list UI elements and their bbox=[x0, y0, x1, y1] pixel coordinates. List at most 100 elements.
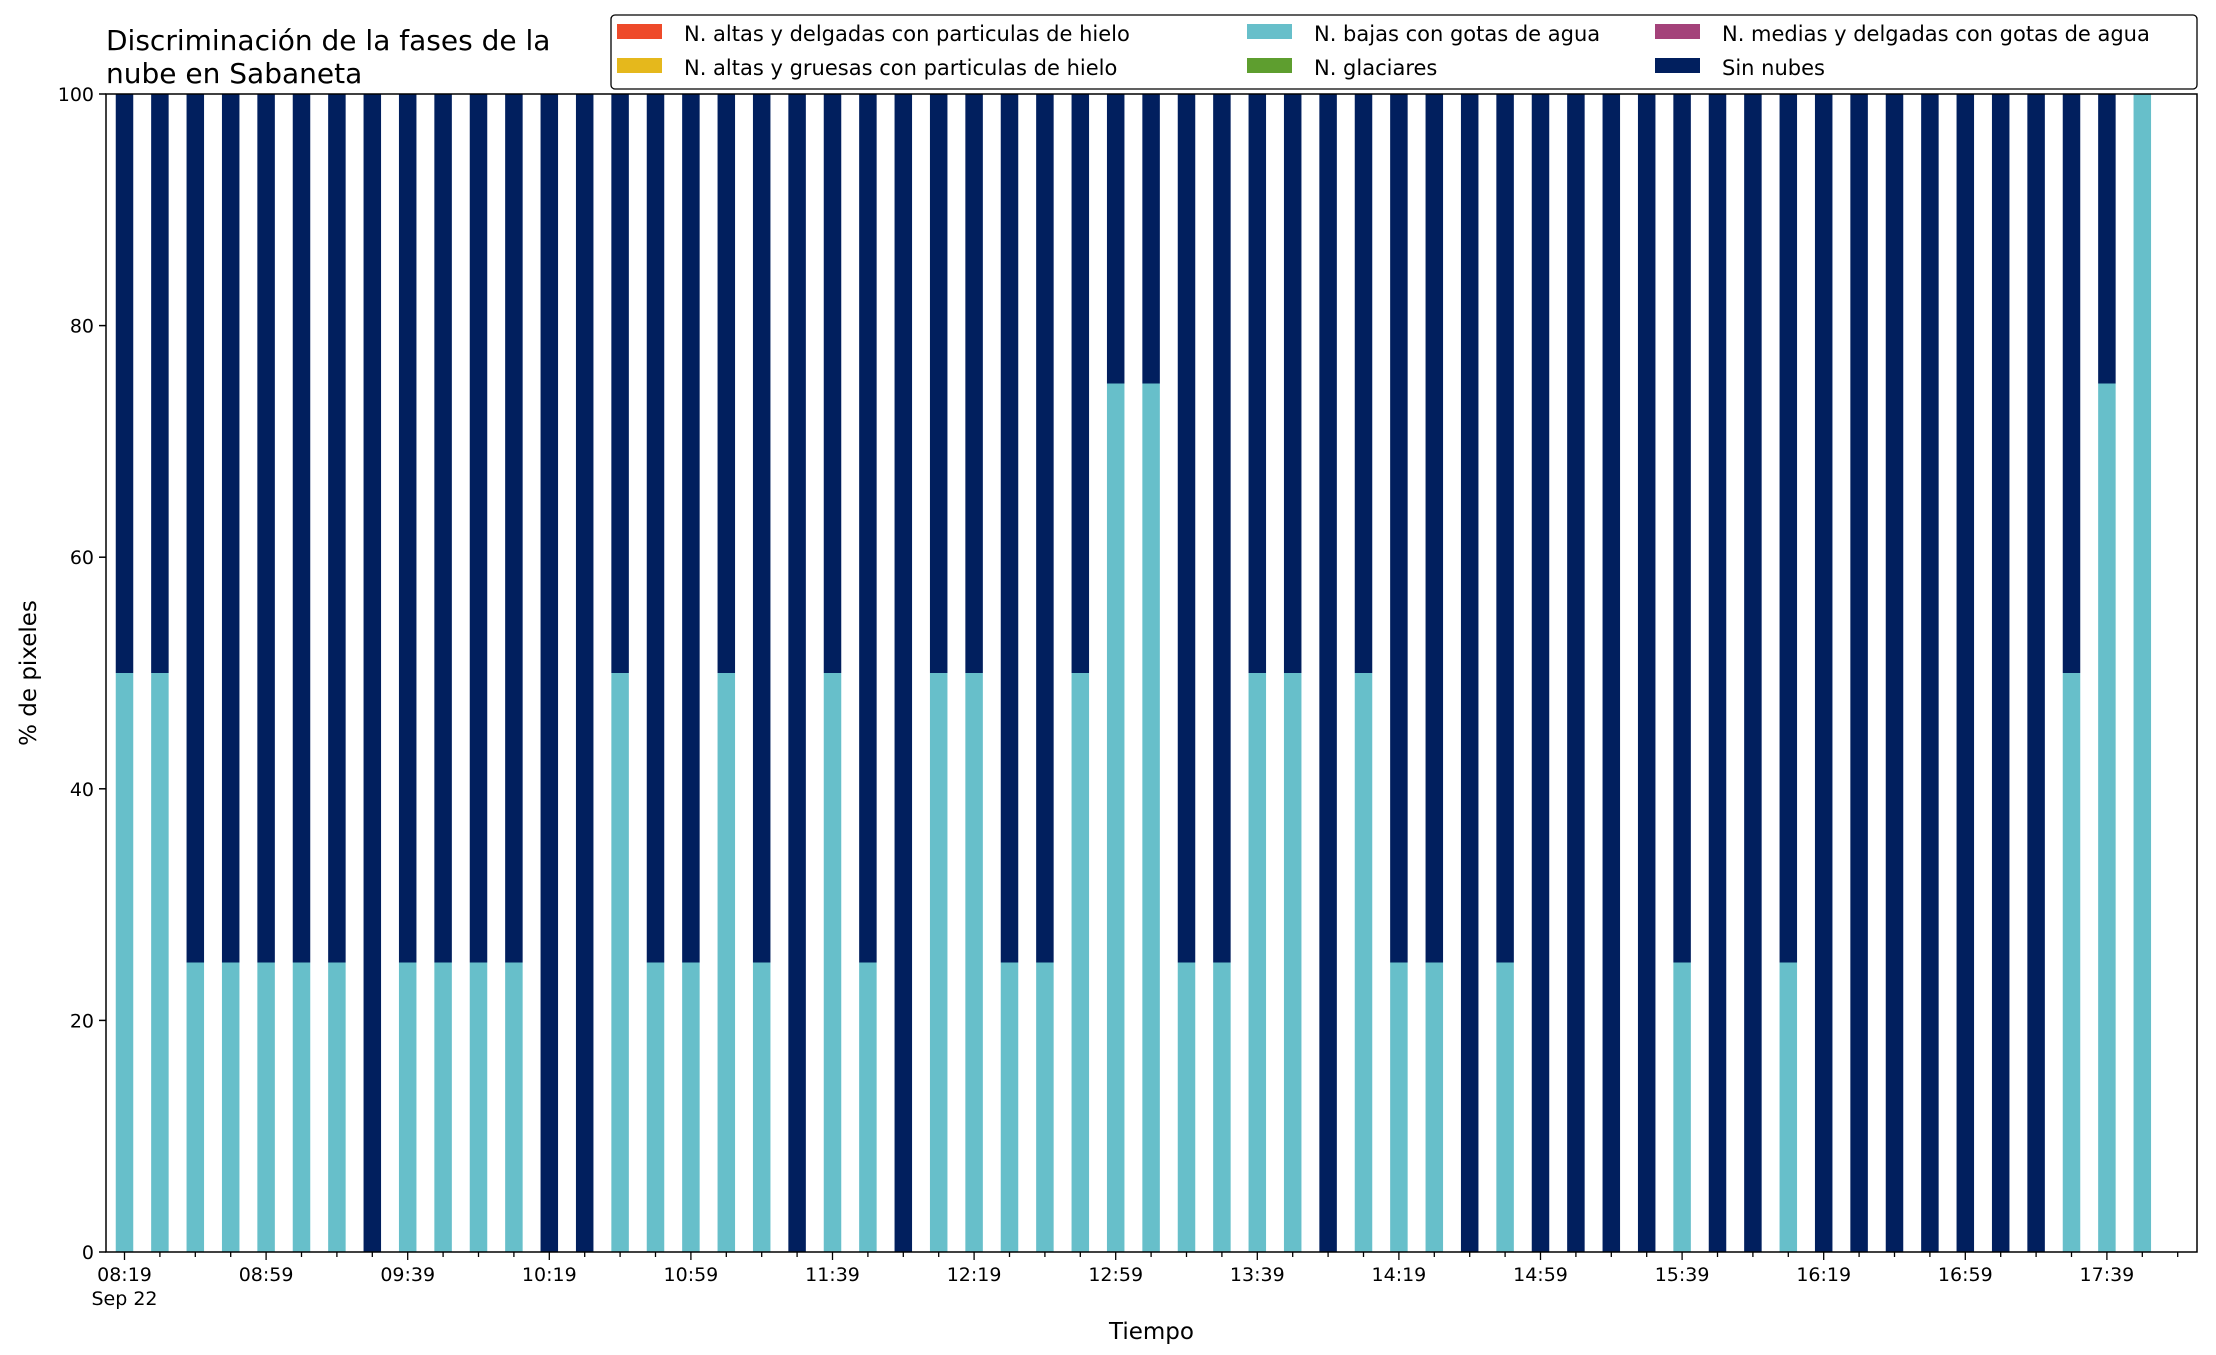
x-tick-label-9: 14:19 bbox=[1372, 1264, 1427, 1286]
bar-51-series-5 bbox=[1921, 94, 1939, 1252]
bar-9-series-5 bbox=[434, 94, 452, 963]
bar-18-series-2 bbox=[752, 962, 771, 1252]
bar-49-series-5 bbox=[1850, 94, 1868, 1252]
bar-42-series-5 bbox=[1602, 94, 1621, 1252]
legend-swatch-5 bbox=[1655, 58, 1700, 73]
bar-11-series-2 bbox=[505, 962, 523, 1252]
legend-swatch-4 bbox=[1655, 24, 1700, 39]
bar-38-series-5 bbox=[1460, 94, 1479, 1252]
bar-39-series-5 bbox=[1496, 94, 1514, 963]
x-tick-sublabel: Sep 22 bbox=[91, 1288, 157, 1310]
bar-45-series-5 bbox=[1708, 94, 1727, 1252]
bar-3-series-5 bbox=[221, 94, 240, 963]
bar-21-series-5 bbox=[859, 94, 877, 963]
x-tick-label-14: 17:39 bbox=[2080, 1264, 2135, 1286]
bar-15-series-5 bbox=[646, 94, 665, 963]
bars-layer bbox=[115, 94, 2152, 1252]
bar-53-series-5 bbox=[1991, 94, 2010, 1252]
y-tick-label-1: 20 bbox=[70, 1010, 94, 1032]
bar-54-series-5 bbox=[2027, 94, 2045, 1252]
bar-24-series-2 bbox=[965, 673, 983, 1252]
bar-50-series-5 bbox=[1885, 94, 1904, 1252]
x-tick-label-12: 16:19 bbox=[1796, 1264, 1851, 1286]
bar-43-series-5 bbox=[1637, 94, 1656, 1252]
bar-37-series-2 bbox=[1425, 962, 1444, 1252]
bar-36-series-2 bbox=[1390, 962, 1408, 1252]
bar-13-series-5 bbox=[575, 94, 594, 1252]
bar-47-series-5 bbox=[1779, 94, 1798, 963]
legend-label-0: N. altas y delgadas con particulas de hi… bbox=[684, 22, 1130, 46]
bar-11-series-5 bbox=[505, 94, 523, 963]
bar-23-series-5 bbox=[929, 94, 948, 673]
bar-30-series-2 bbox=[1177, 962, 1196, 1252]
x-tick-label-3: 10:19 bbox=[522, 1264, 577, 1286]
bar-2-series-5 bbox=[186, 94, 205, 963]
legend-swatch-1 bbox=[617, 58, 662, 73]
bar-17-series-5 bbox=[717, 94, 736, 673]
bar-4-series-5 bbox=[257, 94, 275, 963]
bar-14-series-2 bbox=[611, 673, 629, 1252]
bar-34-series-5 bbox=[1319, 94, 1337, 1252]
bar-44-series-5 bbox=[1673, 94, 1691, 963]
bar-28-series-2 bbox=[1106, 383, 1125, 1252]
x-tick-label-5: 11:39 bbox=[805, 1264, 860, 1286]
legend-box bbox=[610, 14, 2198, 90]
bar-23-series-2 bbox=[929, 673, 948, 1252]
bar-10-series-2 bbox=[469, 962, 488, 1252]
bar-0-series-2 bbox=[115, 673, 134, 1252]
bar-30-series-5 bbox=[1177, 94, 1196, 963]
y-tick-label-5: 100 bbox=[58, 84, 94, 106]
bar-27-series-2 bbox=[1071, 673, 1090, 1252]
bar-21-series-2 bbox=[859, 962, 877, 1252]
bar-20-series-5 bbox=[823, 94, 842, 673]
bar-44-series-2 bbox=[1673, 962, 1691, 1252]
bar-14-series-5 bbox=[611, 94, 629, 673]
bar-6-series-2 bbox=[328, 962, 346, 1252]
bar-12-series-5 bbox=[540, 94, 559, 1252]
bar-9-series-2 bbox=[434, 962, 452, 1252]
x-tick-label-1: 08:59 bbox=[239, 1264, 294, 1286]
bar-56-series-2 bbox=[2098, 383, 2116, 1252]
bar-6-series-5 bbox=[328, 94, 346, 963]
bar-2-series-2 bbox=[186, 962, 205, 1252]
y-tick-label-3: 60 bbox=[70, 547, 94, 569]
bar-1-series-5 bbox=[151, 94, 169, 673]
y-axis-label: % de pixeles bbox=[16, 600, 42, 746]
bar-15-series-2 bbox=[646, 962, 665, 1252]
bar-56-series-5 bbox=[2098, 94, 2116, 384]
chart-title-line-1: Discriminación de la fases de la bbox=[106, 24, 550, 57]
y-tick-label-0: 0 bbox=[82, 1242, 94, 1264]
bar-48-series-5 bbox=[1814, 94, 1833, 1252]
bar-32-series-5 bbox=[1248, 94, 1267, 673]
bar-37-series-5 bbox=[1425, 94, 1444, 963]
bar-35-series-5 bbox=[1354, 94, 1373, 673]
bar-33-series-5 bbox=[1283, 94, 1302, 673]
x-tick-label-7: 12:59 bbox=[1088, 1264, 1143, 1286]
bar-20-series-2 bbox=[823, 673, 842, 1252]
bar-41-series-5 bbox=[1567, 94, 1585, 1252]
legend-swatch-2 bbox=[1247, 24, 1292, 39]
bar-26-series-5 bbox=[1036, 94, 1054, 963]
legend-swatch-3 bbox=[1247, 58, 1292, 73]
legend: N. altas y delgadas con particulas de hi… bbox=[610, 14, 2198, 90]
bar-27-series-5 bbox=[1071, 94, 1090, 673]
bar-4-series-2 bbox=[257, 962, 275, 1252]
bar-3-series-2 bbox=[221, 962, 240, 1252]
bar-57-series-2 bbox=[2133, 94, 2152, 1252]
bar-5-series-2 bbox=[292, 962, 311, 1252]
bar-8-series-2 bbox=[398, 962, 417, 1252]
x-tick-label-4: 10:59 bbox=[664, 1264, 719, 1286]
bar-31-series-2 bbox=[1213, 962, 1231, 1252]
bar-32-series-2 bbox=[1248, 673, 1267, 1252]
legend-label-5: Sin nubes bbox=[1722, 56, 1825, 80]
bar-25-series-5 bbox=[1000, 94, 1019, 963]
y-axis: 0 20 40 60 80 100 bbox=[58, 84, 106, 1264]
bar-39-series-2 bbox=[1496, 962, 1514, 1252]
x-tick-label-6: 12:19 bbox=[947, 1264, 1002, 1286]
bar-5-series-5 bbox=[292, 94, 311, 963]
bar-36-series-5 bbox=[1390, 94, 1408, 963]
bar-26-series-2 bbox=[1036, 962, 1054, 1252]
bar-19-series-5 bbox=[788, 94, 806, 1252]
legend-label-2: N. bajas con gotas de agua bbox=[1314, 22, 1600, 46]
bar-55-series-2 bbox=[2062, 673, 2081, 1252]
